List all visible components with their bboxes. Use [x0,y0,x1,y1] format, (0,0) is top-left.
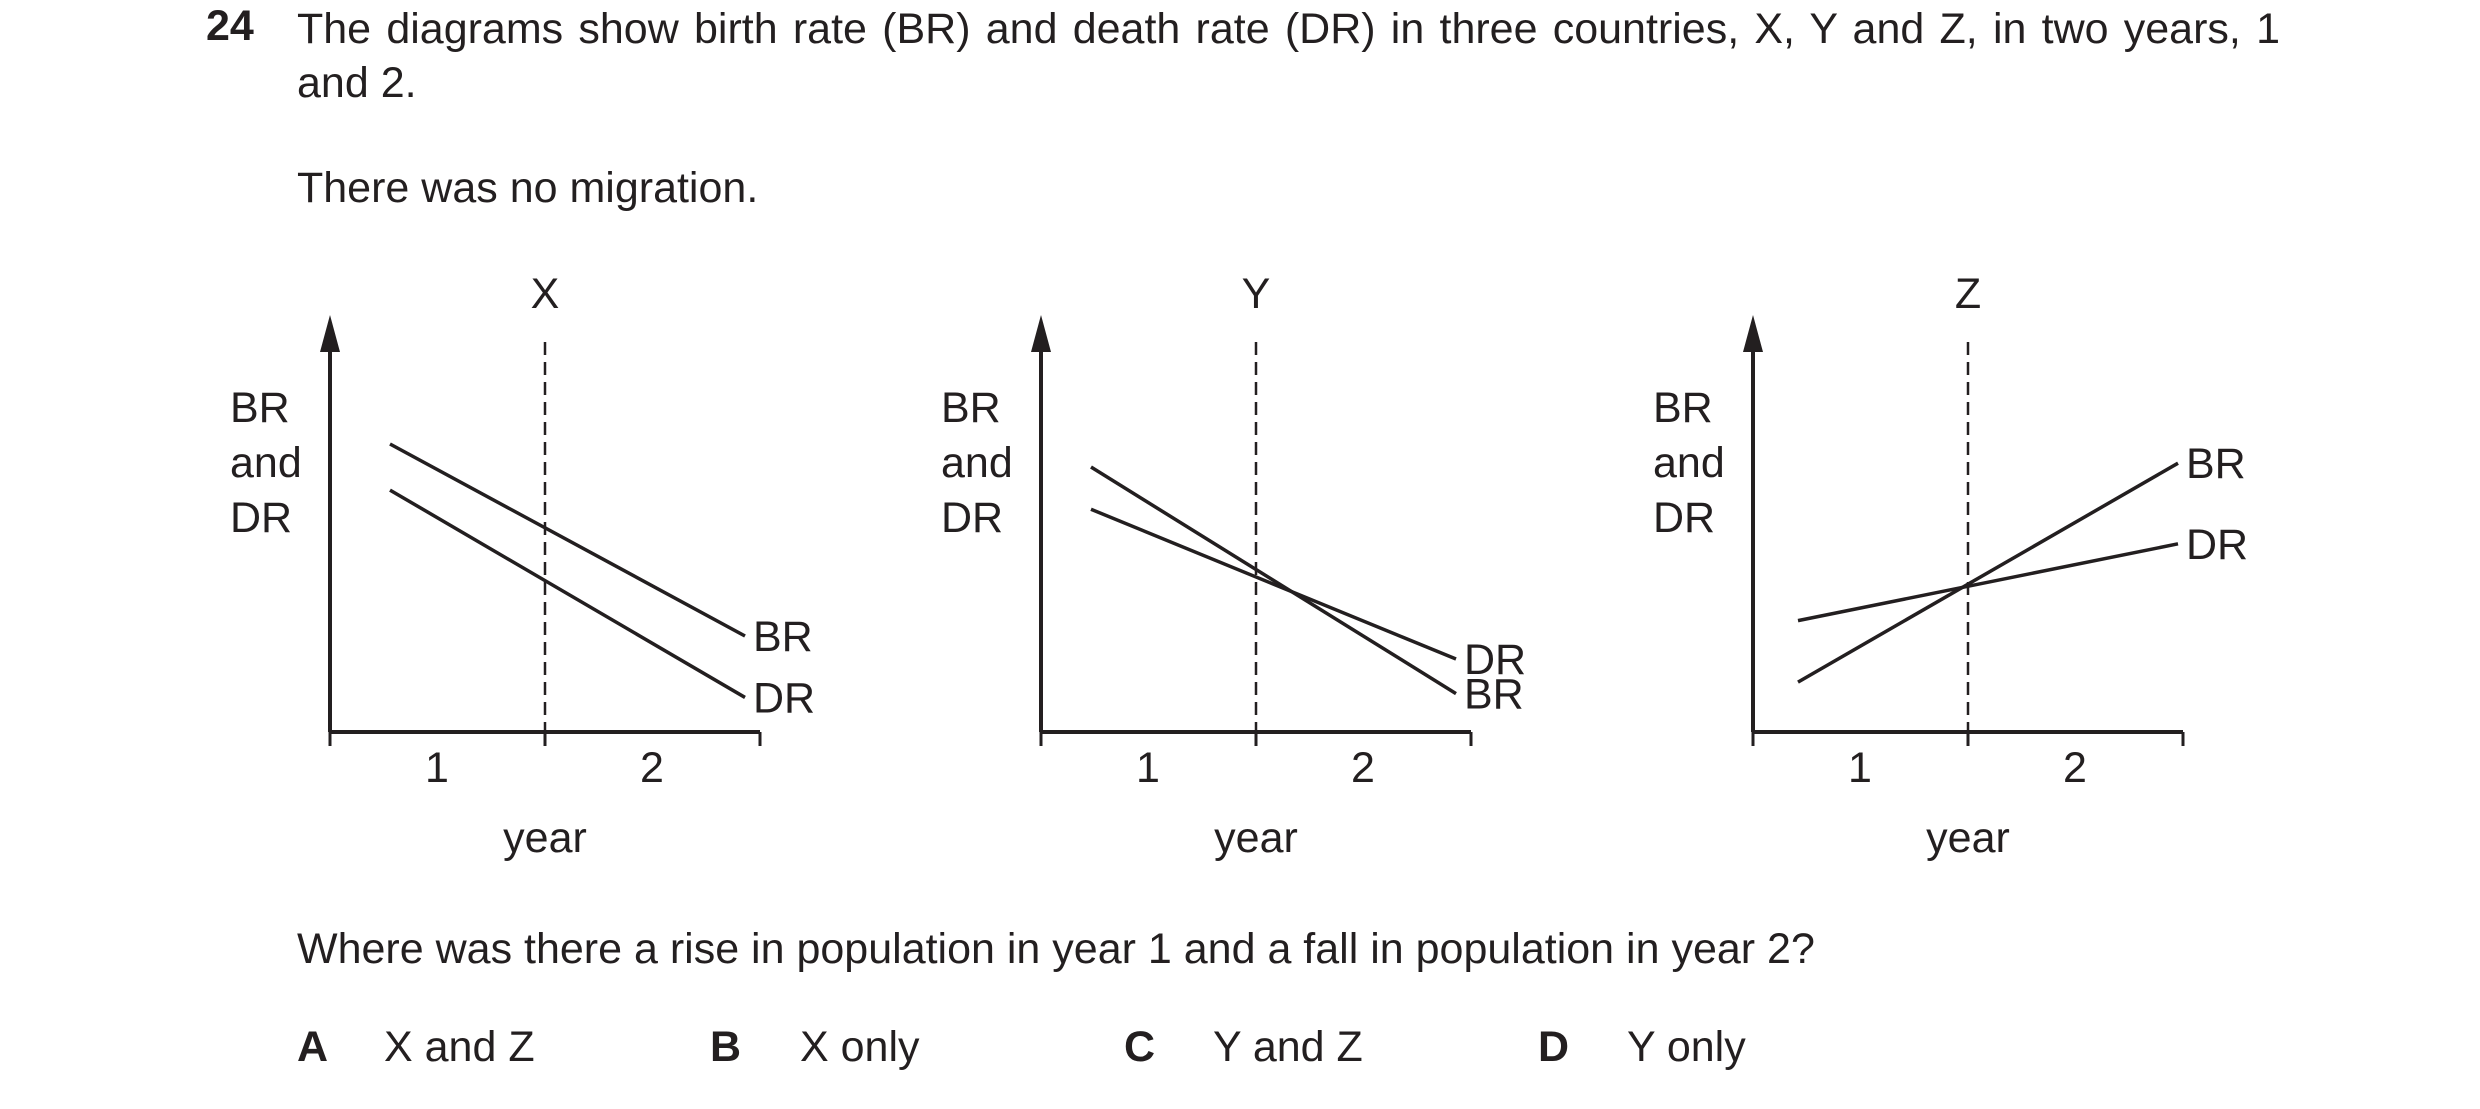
series-line-dr [389,488,746,699]
series-label-dr: DR [2186,521,2248,569]
question-note: There was no migration. [297,164,759,212]
x-axis-label: year [503,814,587,862]
series-label-dr: DR [753,674,815,722]
series-label-dr: DR [1464,636,1526,684]
diagram-title: X [531,270,560,318]
series-label-br: BR [1464,671,1524,719]
diagram-z: Z BR and DR 1 2 year BR DR [1653,270,2248,862]
option-c-letter[interactable]: C [1124,1023,1156,1071]
option-d-letter[interactable]: D [1538,1023,1570,1071]
y-axis-label: and [230,439,302,487]
y-axis-label: and [1653,439,1725,487]
option-a-letter[interactable]: A [297,1023,329,1071]
x-tick-label: 2 [1351,744,1375,792]
question-stem: The diagrams show birth rate (BR) and de… [297,5,2280,107]
series-line-br [1090,465,1457,696]
y-axis-label: DR [1653,494,1715,542]
y-axis-label: DR [230,494,292,542]
x-tick-label: 2 [640,744,664,792]
x-axis-label: year [1214,814,1298,862]
x-tick-label: 1 [425,744,449,792]
y-axis-label: and [941,439,1013,487]
y-axis-arrow [1031,315,1051,352]
series-line-dr [1090,507,1457,661]
y-axis-label: BR [230,384,290,432]
series-line-br [389,442,746,638]
option-b-text[interactable]: X only [800,1023,920,1071]
y-axis-arrow [320,315,340,352]
x-tick-label: 1 [1848,744,1872,792]
option-b-letter[interactable]: B [710,1023,742,1071]
option-d-text[interactable]: Y only [1627,1023,1746,1071]
series-label-br: BR [2186,440,2246,488]
question-number: 24 [206,2,254,50]
x-axis-label: year [1926,814,2010,862]
diagram-title: Y [1242,270,1271,318]
option-a-text[interactable]: X and Z [384,1023,535,1071]
diagram-x: X BR and DR 1 2 year BR DR [230,270,815,862]
y-axis-label: DR [941,494,1003,542]
y-axis-arrow [1743,315,1763,352]
option-c-text[interactable]: Y and Z [1213,1023,1363,1071]
series-line-br [1797,461,2179,684]
y-axis-label: BR [1653,384,1713,432]
x-tick-label: 2 [2063,744,2087,792]
y-axis-label: BR [941,384,1001,432]
series-line-dr [1797,542,2179,623]
diagram-title: Z [1955,270,1981,318]
question-prompt: Where was there a rise in population in … [297,925,1815,973]
series-label-br: BR [753,613,813,661]
x-tick-label: 1 [1136,744,1160,792]
